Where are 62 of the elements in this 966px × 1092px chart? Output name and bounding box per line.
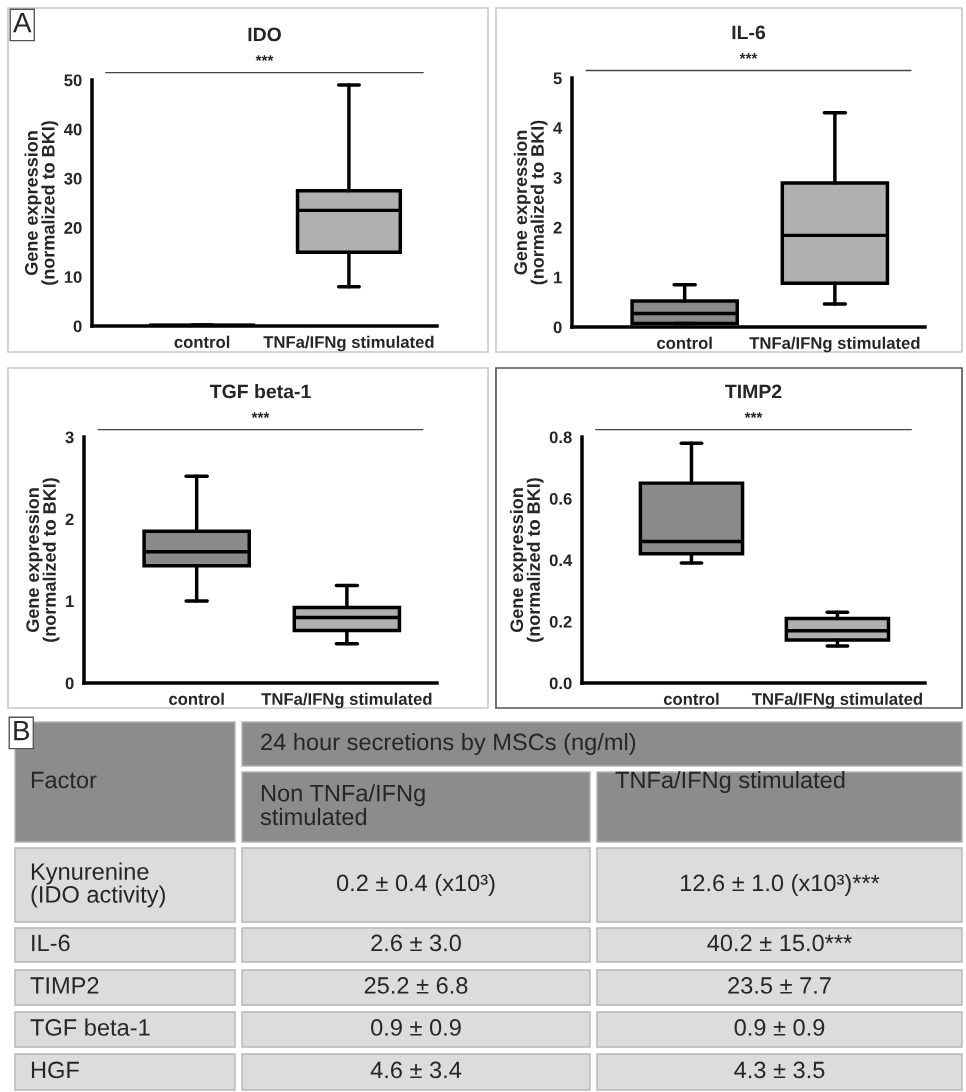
text: 23.5 ± 7.7 [728, 977, 831, 994]
y-tick-label: 3 [553, 172, 562, 184]
text: IL-6 [32, 934, 70, 952]
chart-title: IDO [248, 27, 281, 42]
text: HGF [31, 1061, 79, 1079]
text: TIMP2 [30, 977, 99, 994]
text: 0.9 ± 0.9 [734, 1019, 825, 1036]
y-tick-label: 0.0 [549, 677, 572, 690]
chart-title: TGF beta-1 [209, 384, 311, 399]
text: Kynurenine (IDO activity) [31, 862, 165, 908]
y-tick-label: 50 [64, 74, 82, 87]
text: TGF beta-1 [30, 1018, 150, 1036]
y-tick-label: 4 [553, 122, 563, 134]
chart-title: IL-6 [732, 25, 766, 40]
y-tick-label: 0.2 [549, 615, 572, 628]
text: 25.2 ± 6.8 [364, 977, 468, 994]
x-tick-label: control [657, 336, 712, 349]
chart-title: TIMP2 [725, 384, 782, 399]
text: 12.6 ± 1.0 (x10³)*** [680, 873, 880, 896]
y-tick-label: 0.8 [549, 431, 572, 444]
y-tick-label: 2 [553, 221, 562, 234]
x-tick-label: TNFa/IFNg stimulated [751, 692, 922, 709]
text: *** [251, 412, 270, 418]
x-tick-label: control [169, 692, 224, 705]
text: 24 hour secretions by MSCs (ng/ml) [261, 732, 636, 756]
y-tick-label: 40 [63, 123, 82, 136]
y-tick-label: 10 [64, 271, 82, 283]
x-tick-label: control [663, 692, 719, 705]
text: Factor [31, 771, 97, 789]
text: 2.6 ± 3.0 [371, 934, 461, 952]
y-tick-label: 1 [554, 271, 562, 284]
text: 4.3 ± 3.5 [734, 1061, 825, 1079]
text: *** [255, 55, 274, 61]
y-tick-label: 5 [553, 72, 562, 85]
text: TNFa/IFNg stimulated [615, 770, 845, 794]
y-tick-label: 0.4 [549, 554, 573, 567]
x-tick-label: TNFa/IFNg stimulated [749, 336, 920, 353]
y-tick-label: 0 [65, 677, 74, 690]
y-tick-label: 30 [64, 172, 82, 185]
x-tick-label: control [174, 335, 230, 348]
y-tick-label: 0 [553, 321, 562, 334]
text: A [13, 13, 32, 33]
text: Non TNFa/IFNg stimulated [260, 784, 425, 826]
x-tick-label: TNFa/IFNg stimulated [261, 692, 432, 709]
text: B [14, 721, 30, 741]
y-axis-title: Gene expression (normalized to BKI) [509, 478, 544, 642]
text: 0.2 ± 0.4 (x10³) [336, 873, 495, 896]
text: *** [744, 412, 763, 418]
y-axis-title: Gene expression (normalized to BKI) [513, 120, 548, 285]
y-axis-title: Gene expression (normalized to BKI) [24, 121, 59, 285]
y-tick-label: 0 [73, 320, 82, 333]
y-tick-label: 1 [66, 595, 74, 608]
y-tick-label: 0.6 [549, 492, 572, 505]
y-axis-title: Gene expression (normalized to BKI) [25, 478, 60, 642]
text: 0.9 ± 0.9 [371, 1019, 461, 1036]
text: *** [739, 53, 758, 59]
y-tick-label: 2 [65, 513, 74, 526]
y-tick-label: 3 [65, 431, 74, 444]
text: 4.6 ± 3.4 [370, 1061, 462, 1079]
text: 40.2 ± 15.0*** [707, 934, 852, 952]
y-tick-label: 20 [64, 222, 82, 234]
x-tick-label: TNFa/IFNg stimulated [263, 335, 434, 352]
